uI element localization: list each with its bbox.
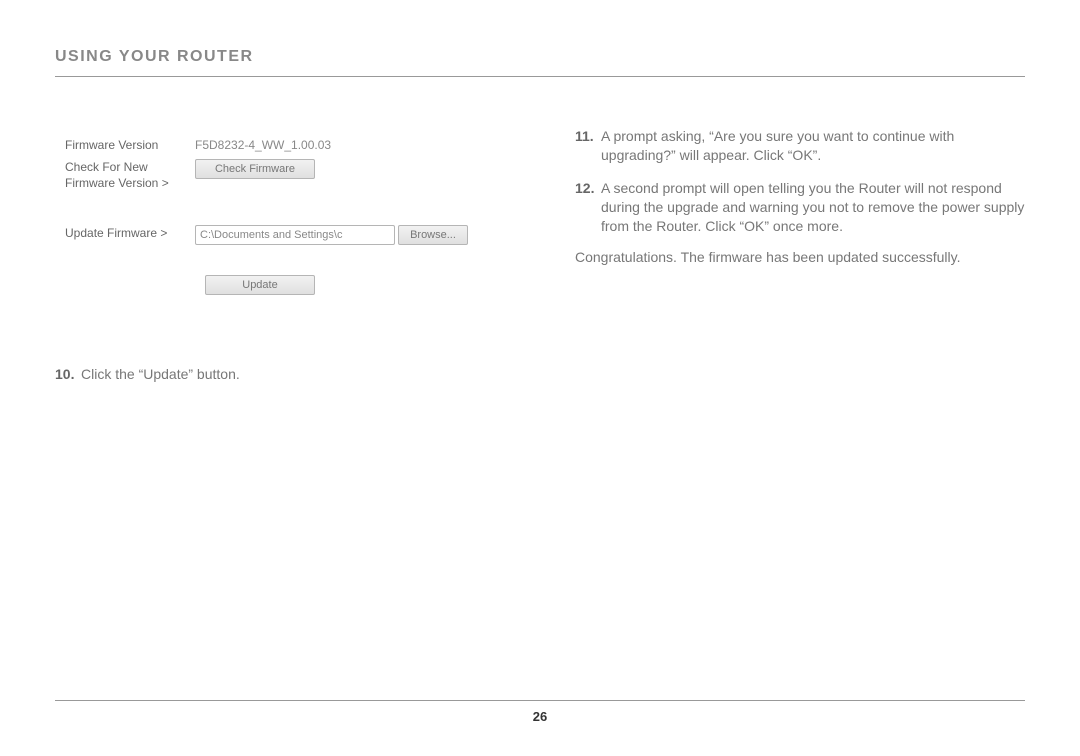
top-rule xyxy=(55,76,1025,77)
right-column: 11. A prompt asking, “Are you sure you w… xyxy=(575,127,1025,398)
left-column: Firmware Version F5D8232-4_WW_1.00.03 Ch… xyxy=(55,127,525,398)
step-11: 11. A prompt asking, “Are you sure you w… xyxy=(575,127,1025,165)
check-firmware-btn-wrap: Check Firmware xyxy=(195,159,315,179)
content-columns: Firmware Version F5D8232-4_WW_1.00.03 Ch… xyxy=(55,127,1025,398)
update-firmware-row: Update Firmware > Browse... xyxy=(65,225,525,245)
firmware-version-label: Firmware Version xyxy=(65,137,195,153)
congrats-text: Congratulations. The firmware has been u… xyxy=(575,249,1025,265)
step-10-text: Click the “Update” button. xyxy=(81,365,525,384)
step-11-number: 11. xyxy=(575,127,601,165)
browse-button[interactable]: Browse... xyxy=(398,225,468,245)
check-firmware-label: Check For New Firmware Version > xyxy=(65,159,195,191)
update-firmware-label: Update Firmware > xyxy=(65,225,195,241)
firmware-filepath-input[interactable] xyxy=(195,225,395,245)
step-12: 12. A second prompt will open telling yo… xyxy=(575,179,1025,236)
step-12-text: A second prompt will open telling you th… xyxy=(601,179,1025,236)
firmware-version-value: F5D8232-4_WW_1.00.03 xyxy=(195,137,331,153)
update-firmware-controls: Browse... xyxy=(195,225,468,245)
check-firmware-button[interactable]: Check Firmware xyxy=(195,159,315,179)
update-button-row: Update xyxy=(205,275,525,295)
bottom-rule xyxy=(55,700,1025,701)
ui-spacer xyxy=(65,197,525,225)
check-firmware-label-line2: Firmware Version > xyxy=(65,176,169,190)
router-ui-screenshot: Firmware Version F5D8232-4_WW_1.00.03 Ch… xyxy=(55,127,525,295)
page-number: 26 xyxy=(0,709,1080,724)
firmware-version-row: Firmware Version F5D8232-4_WW_1.00.03 xyxy=(65,137,525,153)
step-10-number: 10. xyxy=(55,365,81,384)
step-10: 10. Click the “Update” button. xyxy=(55,365,525,384)
section-title: USING YOUR ROUTER xyxy=(55,48,1025,66)
check-firmware-row: Check For New Firmware Version > Check F… xyxy=(65,159,525,191)
update-button[interactable]: Update xyxy=(205,275,315,295)
step-12-number: 12. xyxy=(575,179,601,236)
check-firmware-label-line1: Check For New xyxy=(65,160,148,174)
step-11-text: A prompt asking, “Are you sure you want … xyxy=(601,127,1025,165)
